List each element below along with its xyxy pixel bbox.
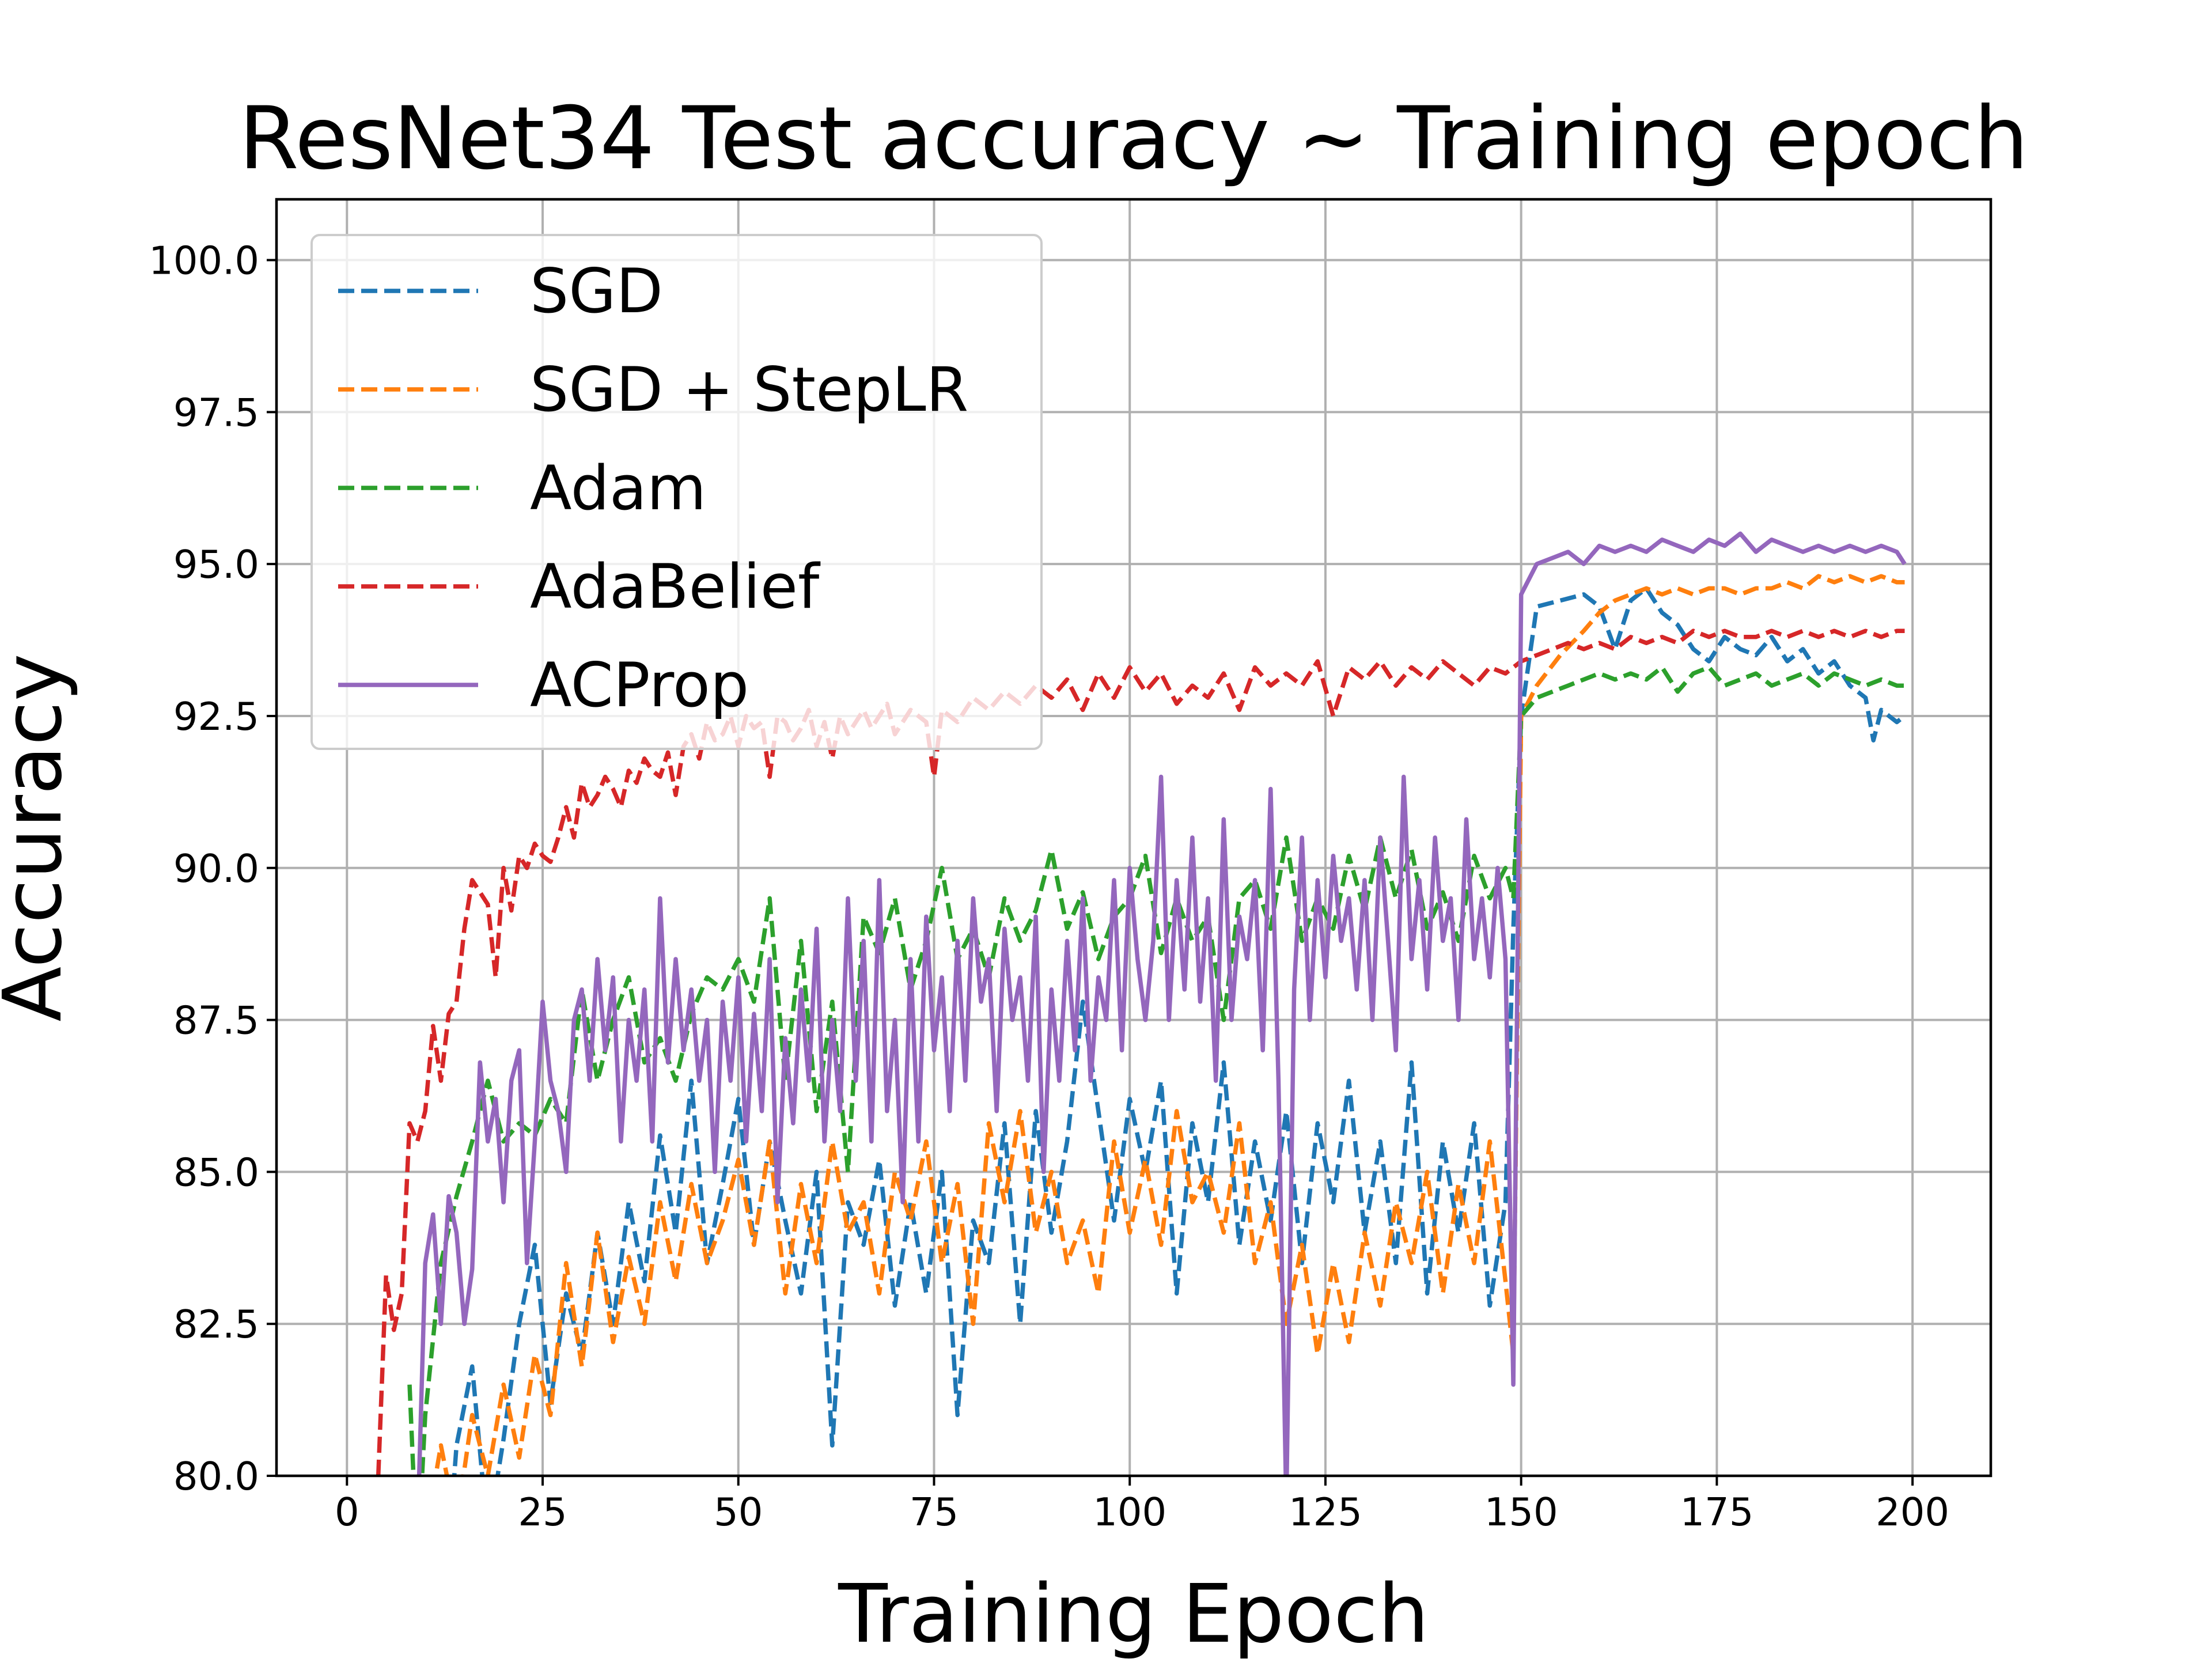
series-line-acprop — [416, 531, 1907, 1476]
x-tick-label: 0 — [335, 1490, 359, 1535]
y-tick-label: 80.0 — [173, 1454, 259, 1499]
plot-frame — [275, 198, 1993, 1478]
x-tick-label: 25 — [518, 1490, 567, 1535]
y-tick-label: 97.5 — [173, 390, 259, 435]
y-tick-label: 100.0 — [149, 238, 259, 283]
x-tick-label: 150 — [1484, 1490, 1558, 1535]
x-axis-label: Training Epoch — [838, 1567, 1429, 1659]
x-tick-label: 100 — [1093, 1490, 1166, 1535]
x-tick-label: 75 — [910, 1490, 959, 1535]
x-tick-label: 50 — [714, 1490, 763, 1535]
series-line-sgd-steplr — [433, 574, 1905, 1476]
y-tick-label: 87.5 — [173, 998, 259, 1043]
y-tick-label: 95.0 — [173, 542, 259, 587]
legend-label-acprop: ACProp — [530, 650, 749, 721]
y-axis-label: Accuracy — [0, 653, 80, 1021]
x-tick-label: 200 — [1876, 1490, 1949, 1535]
chart-title: ResNet34 Test accuracy ~ Training epoch — [238, 89, 2028, 189]
y-tick-label: 92.5 — [173, 694, 259, 739]
x-tick-label: 175 — [1680, 1490, 1753, 1535]
y-tick-label: 90.0 — [173, 846, 259, 891]
y-tick-label: 82.5 — [173, 1302, 259, 1347]
legend-label-adabelief: AdaBelief — [530, 551, 821, 622]
legend: SGD SGD + StepLR Adam AdaBelief ACProp — [310, 234, 1043, 750]
legend-label-sgd: SGD — [530, 256, 663, 327]
x-tick-label: 125 — [1289, 1490, 1362, 1535]
legend-label-sgd-steplr: SGD + StepLR — [530, 354, 968, 425]
y-tick-label: 85.0 — [173, 1150, 259, 1195]
legend-label-adam: Adam — [530, 453, 706, 524]
legend-box — [310, 234, 1043, 750]
axis-ticks: 0 25 50 75 100 125 150 175 200 80.0 82.5 85.0 87.5 90… — [149, 238, 1949, 1535]
